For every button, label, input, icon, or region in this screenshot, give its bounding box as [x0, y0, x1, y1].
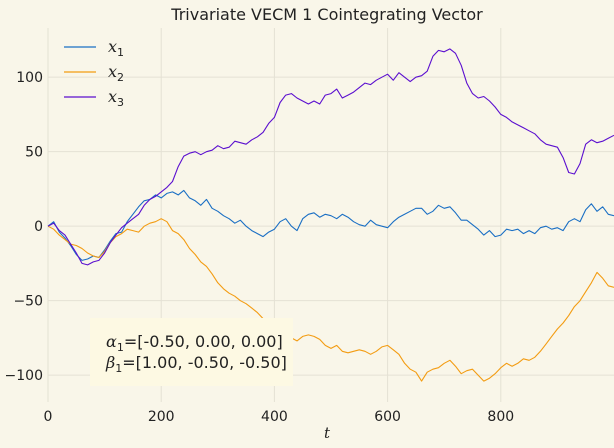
- series-lines: [47, 48, 614, 382]
- series-line-x1: [47, 189, 614, 261]
- x-axis-title: t: [324, 424, 331, 442]
- y-tick-label: 50: [25, 145, 43, 161]
- x-tick-label: 800: [487, 409, 514, 425]
- series-line-x3: [47, 48, 614, 266]
- series-line-x2: [47, 218, 614, 382]
- y-tick-label: 0: [34, 219, 43, 235]
- annotation-background: [90, 318, 293, 386]
- x-tick-label: 400: [261, 409, 288, 425]
- tick-labels: 0 200 400 600 800 −100 −50 0 50 100: [5, 70, 515, 425]
- alpha-annotation: α1=[-0.50, 0.00, 0.00]: [106, 332, 283, 354]
- y-tick-label: −50: [13, 294, 43, 310]
- legend-label-x1: x1: [108, 37, 124, 59]
- y-tick-label: 100: [16, 70, 43, 86]
- chart-title: Trivariate VECM 1 Cointegrating Vector: [170, 5, 483, 24]
- alpha-subscript: 1: [117, 341, 124, 354]
- legend-label-x3: x3: [108, 87, 124, 109]
- beta-subscript: 1: [115, 362, 122, 375]
- x-tick-label: 0: [44, 409, 53, 425]
- beta-symbol: β: [105, 353, 115, 372]
- grid-lines: [47, 28, 614, 402]
- legend-label-x2: x2: [108, 62, 124, 84]
- parameter-annotation: α1=[-0.50, 0.00, 0.00] β1=[1.00, -0.50, …: [90, 318, 293, 386]
- alpha-value: =[-0.50, 0.00, 0.00]: [124, 332, 283, 351]
- y-tick-label: −100: [5, 368, 43, 384]
- x-tick-label: 600: [374, 409, 401, 425]
- legend: x1 x2 x3: [64, 37, 124, 109]
- beta-annotation: β1=[1.00, -0.50, -0.50]: [105, 353, 287, 375]
- alpha-symbol: α: [106, 332, 117, 351]
- x-tick-label: 200: [148, 409, 175, 425]
- beta-value: =[1.00, -0.50, -0.50]: [122, 353, 287, 372]
